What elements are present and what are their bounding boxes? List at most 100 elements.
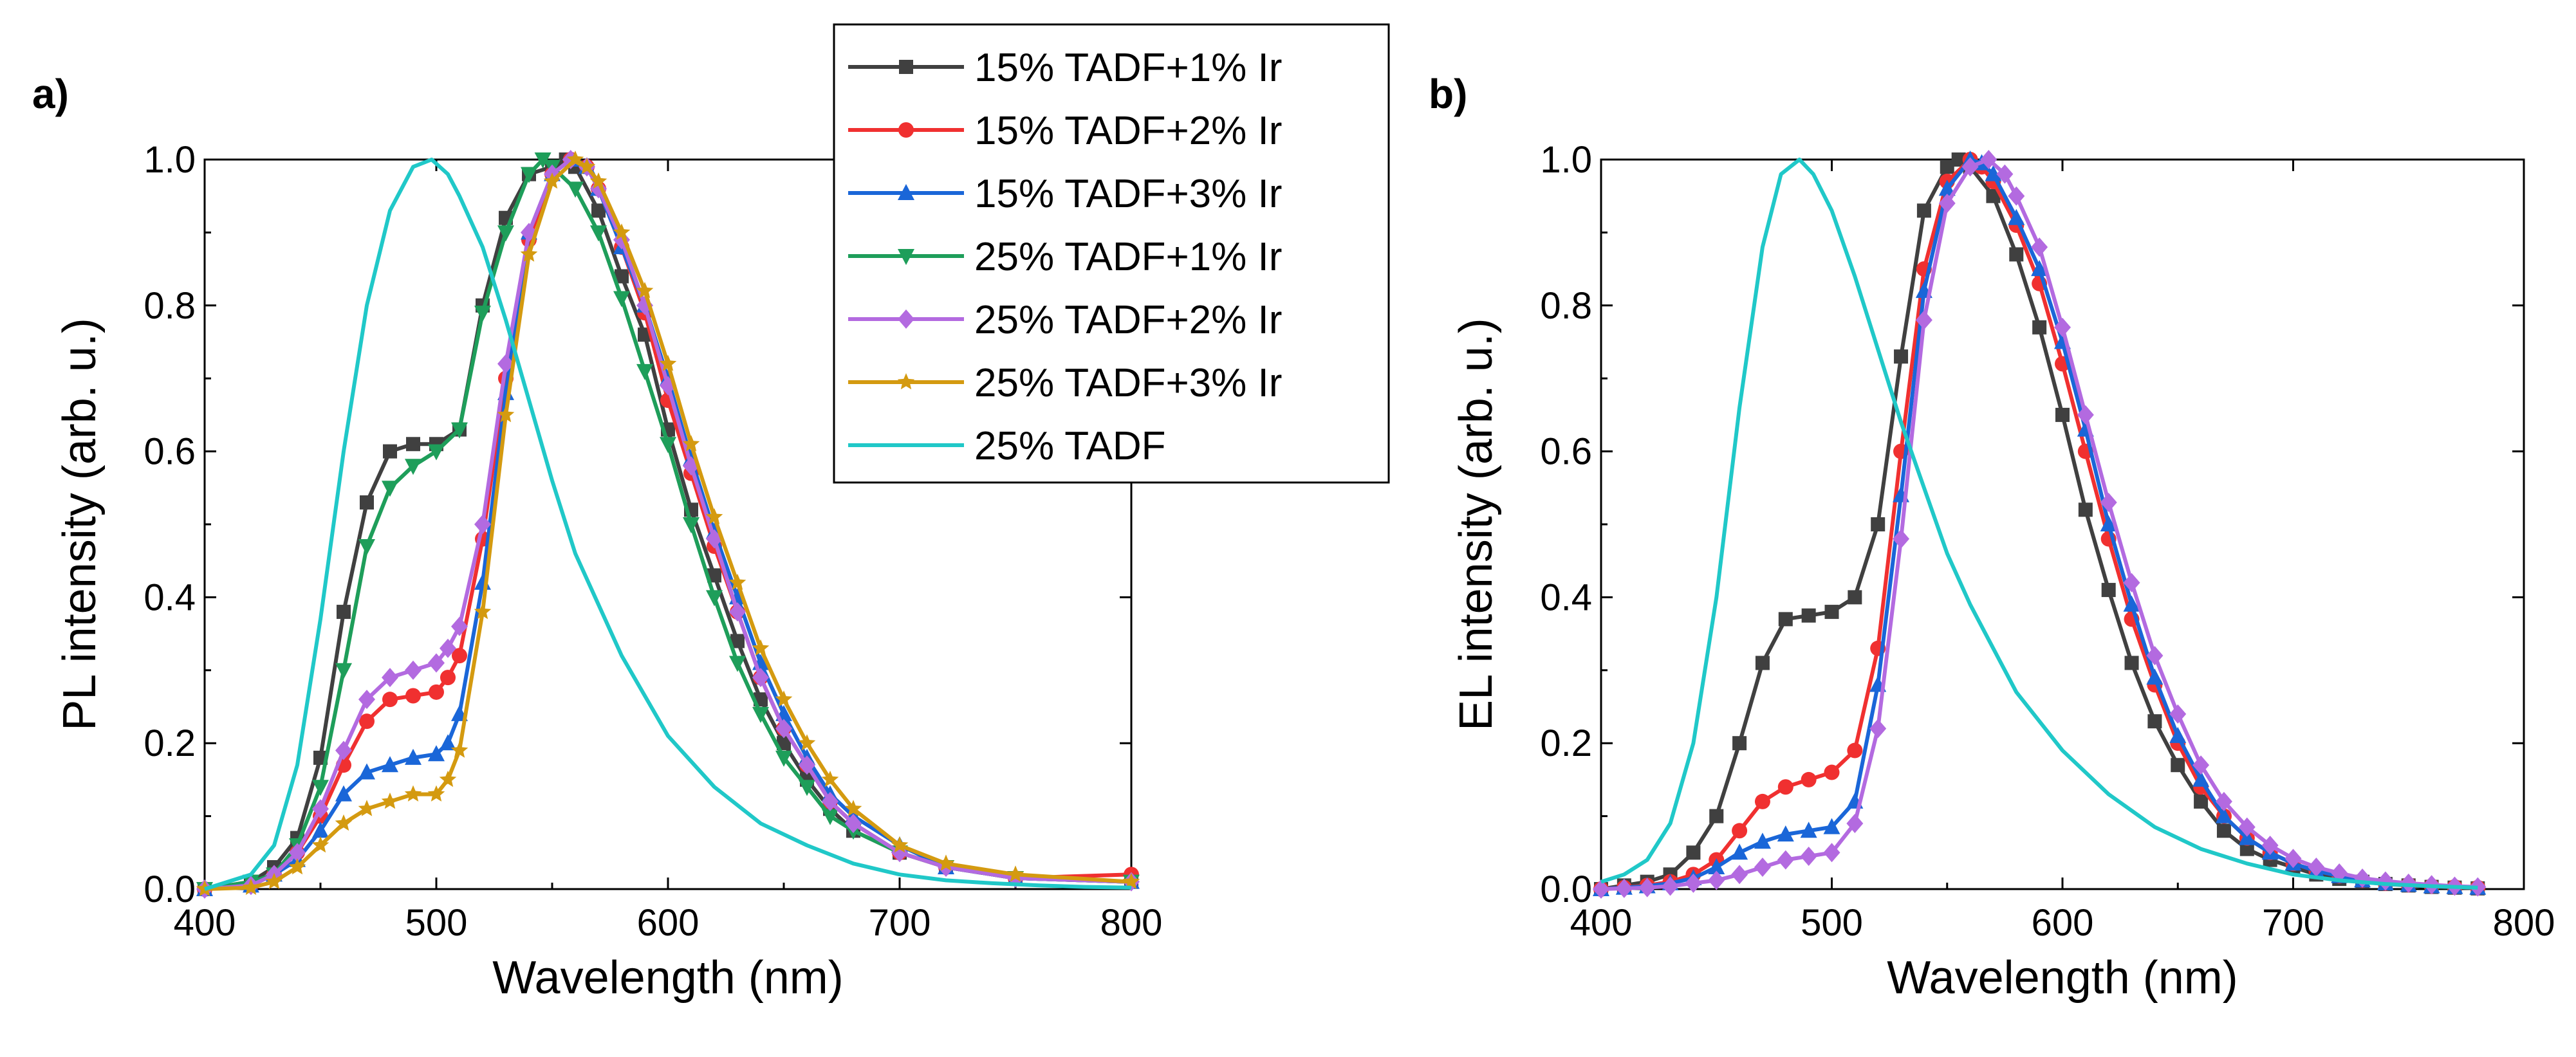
data-point (1800, 846, 1817, 866)
data-point (1006, 865, 1024, 882)
y-tick-label: 0.6 (144, 431, 196, 473)
data-point (1638, 878, 1656, 897)
data-point (2078, 502, 2093, 517)
data-point (798, 734, 816, 751)
data-point (2194, 794, 2209, 809)
data-point (1777, 850, 1794, 870)
data-point (406, 437, 420, 452)
data-point (613, 291, 630, 308)
series-25pct-tadf (1600, 158, 2478, 890)
data-point (2238, 829, 2256, 845)
data-point (1122, 872, 1140, 889)
data-point (474, 306, 491, 322)
data-point (799, 780, 815, 796)
data-point (337, 605, 351, 620)
x-tick-label: 700 (2262, 902, 2324, 944)
series-25pct-tadf (204, 158, 1132, 891)
data-point (636, 363, 653, 380)
y-tick-label: 0.0 (1540, 869, 1592, 910)
data-point (2215, 807, 2232, 823)
data-point (405, 660, 422, 680)
data-point (451, 616, 468, 636)
data-point (405, 688, 421, 704)
data-point (440, 734, 456, 751)
data-point (474, 515, 491, 534)
data-point (382, 481, 398, 497)
data-point (1847, 742, 1863, 758)
data-point (2147, 714, 2162, 729)
legend-label: 25% TADF+3% Ir (974, 361, 1282, 405)
data-point (1732, 823, 1748, 839)
data-point (312, 822, 329, 838)
x-tick-label: 800 (1100, 902, 1163, 944)
data-point (335, 814, 353, 831)
data-point (752, 706, 769, 723)
y-axis-title: EL intensity (arb. u.) (1450, 318, 1502, 731)
data-point (1938, 179, 1956, 196)
data-point (615, 269, 629, 284)
legend-item-15pct-tadf-3pct-ir: 15% TADF+3% Ir (848, 172, 1282, 216)
data-point (682, 435, 700, 452)
y-tick-label: 0.2 (144, 722, 196, 764)
data-point (1731, 865, 1748, 885)
y-tick-label: 0.4 (144, 576, 196, 618)
data-point (2009, 247, 2024, 262)
data-point (2008, 208, 2025, 225)
data-point (752, 639, 770, 656)
data-point (2192, 755, 2210, 775)
data-point (497, 354, 514, 374)
x-tick-label: 400 (1570, 902, 1633, 944)
data-point (440, 670, 456, 686)
legend-swatch-marker (897, 373, 915, 390)
data-point (405, 459, 422, 475)
data-point (1801, 771, 1817, 787)
y-tick-label: 1.0 (1540, 139, 1592, 181)
data-point (312, 780, 329, 796)
data-point (1708, 858, 1725, 874)
data-point (728, 573, 746, 590)
data-point (1686, 845, 1701, 860)
panel-label: b) (1429, 71, 1467, 117)
data-point (2169, 704, 2187, 724)
data-point (1709, 809, 1724, 823)
data-point (242, 878, 260, 896)
data-point (534, 152, 551, 169)
data-point (497, 225, 514, 242)
data-point (358, 690, 375, 710)
data-point (1755, 656, 1770, 670)
data-point (288, 858, 306, 875)
legend-swatch-marker (898, 122, 914, 138)
data-point (439, 770, 457, 787)
x-tick-label: 600 (2032, 902, 2094, 944)
x-tick-label: 400 (174, 902, 236, 944)
y-tick-label: 1.0 (144, 139, 196, 181)
legend-label: 15% TADF+2% Ir (974, 109, 1282, 153)
data-point (358, 539, 375, 556)
data-point (335, 740, 352, 760)
data-point (450, 741, 468, 758)
data-point (2308, 857, 2325, 877)
data-point (845, 813, 862, 833)
data-point (891, 836, 909, 853)
data-point (452, 648, 467, 664)
data-point (566, 151, 584, 167)
data-point (1980, 150, 1997, 169)
data-point (2192, 770, 2210, 787)
data-point (1848, 590, 1862, 605)
data-point (1593, 879, 1609, 899)
series-line-15pct-tadf-3pct-ir (1600, 158, 2478, 891)
data-point (382, 756, 398, 773)
data-point (265, 872, 283, 889)
legend-label: 25% TADF+2% Ir (974, 298, 1282, 342)
data-point (311, 836, 329, 853)
data-point (358, 800, 376, 816)
series-line-15pct-tadf-1pct-ir (1600, 158, 2478, 891)
data-point (1754, 793, 1770, 809)
data-point (775, 690, 793, 707)
data-point (578, 158, 596, 174)
data-point (428, 444, 445, 461)
data-point (567, 181, 584, 198)
data-point (752, 668, 769, 688)
data-point (2008, 186, 2025, 206)
series-line-25pct-tadf-3pct-ir (204, 158, 1132, 891)
